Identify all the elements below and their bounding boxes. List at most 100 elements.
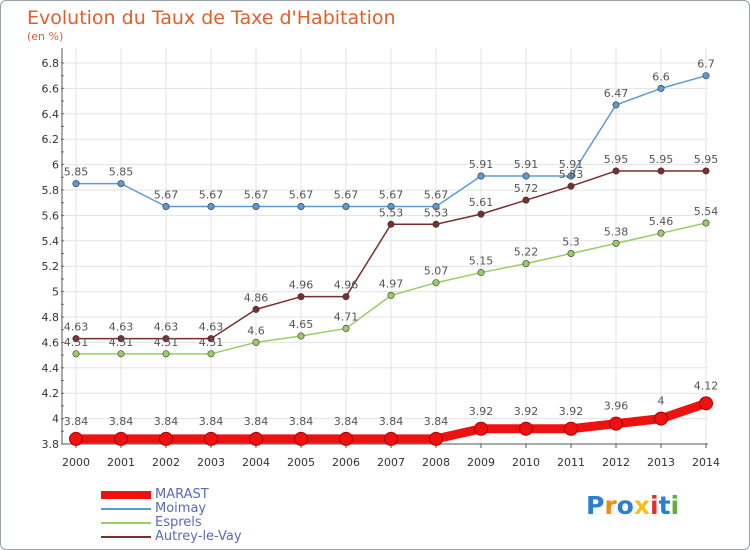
- x-tick-label: 2000: [62, 456, 90, 469]
- legend-swatch: [101, 536, 151, 538]
- x-tick-label: 2010: [512, 456, 540, 469]
- legend-swatch: [101, 491, 151, 499]
- data-point-esprels: [387, 291, 395, 299]
- data-point-autrey-le-vay: [297, 293, 305, 301]
- grid-lines: [62, 48, 708, 445]
- data-label-autrey-le-vay: 5.95: [604, 153, 629, 166]
- data-label-moimay: 5.67: [199, 189, 224, 202]
- data-label-esprels: 4.51: [199, 336, 224, 349]
- x-tick-label: 2004: [242, 456, 270, 469]
- data-point-moimay: [567, 172, 575, 180]
- data-point-esprels: [612, 239, 620, 247]
- data-point-autrey-le-vay: [207, 335, 215, 343]
- data-label-moimay: 5.91: [514, 158, 539, 171]
- data-label-moimay: 5.85: [109, 166, 134, 179]
- data-label-moimay: 5.67: [244, 189, 269, 202]
- data-point-autrey-le-vay: [72, 335, 80, 343]
- data-point-moimay: [612, 101, 620, 109]
- x-tick-label: 2001: [107, 456, 135, 469]
- data-label-moimay: 5.67: [379, 189, 404, 202]
- logo-letter: i: [650, 491, 659, 520]
- data-label-marast: 3.84: [289, 415, 314, 428]
- data-point-marast: [339, 431, 353, 446]
- data-label-moimay: 5.91: [559, 158, 584, 171]
- data-label-esprels: 5.22: [514, 246, 539, 259]
- data-label-moimay: 6.7: [697, 58, 715, 71]
- data-label-marast: 3.84: [64, 415, 89, 428]
- data-point-autrey-le-vay: [432, 220, 440, 228]
- data-point-marast: [519, 421, 533, 436]
- data-point-esprels: [297, 332, 305, 340]
- data-point-moimay: [522, 172, 530, 180]
- data-point-autrey-le-vay: [477, 210, 485, 218]
- data-point-esprels: [657, 229, 665, 237]
- data-point-moimay: [252, 203, 260, 211]
- data-point-moimay: [387, 203, 395, 211]
- y-tick-label: 6.8: [42, 57, 60, 70]
- legend-swatch: [101, 508, 151, 510]
- y-tick-label: 5.4: [42, 235, 60, 248]
- data-label-autrey-le-vay: 4.63: [154, 321, 179, 334]
- data-point-esprels: [252, 338, 260, 346]
- legend: MARAST Moimay Esprels Autrey-le-Vay: [101, 488, 242, 544]
- data-label-moimay: 5.67: [289, 189, 314, 202]
- y-tick-label: 5.6: [42, 209, 60, 222]
- data-point-marast: [159, 431, 173, 446]
- data-label-esprels: 4.71: [334, 310, 359, 323]
- y-tick-label: 5.2: [42, 260, 60, 273]
- y-tick-label: 6.6: [42, 82, 60, 95]
- data-label-autrey-le-vay: 4.86: [244, 291, 269, 304]
- data-point-esprels: [567, 250, 575, 258]
- series-group: [69, 72, 713, 446]
- logo-letter: x: [633, 491, 650, 520]
- data-point-moimay: [477, 172, 485, 180]
- data-label-marast: 3.84: [109, 415, 134, 428]
- data-label-moimay: 5.67: [334, 189, 359, 202]
- data-label-esprels: 5.38: [604, 225, 629, 238]
- data-label-esprels: 4.51: [109, 336, 134, 349]
- data-point-esprels: [477, 269, 485, 277]
- y-tick-label: 4.4: [42, 362, 60, 375]
- legend-item-marast: MARAST: [101, 488, 242, 502]
- x-tick-label: 2008: [422, 456, 450, 469]
- data-point-moimay: [207, 203, 215, 211]
- data-label-esprels: 5.07: [424, 265, 449, 278]
- data-point-esprels: [342, 324, 350, 332]
- legend-swatch: [101, 522, 151, 524]
- y-tick-label: 6: [52, 159, 59, 172]
- data-point-marast: [249, 431, 263, 446]
- data-label-moimay: 5.67: [424, 189, 449, 202]
- data-label-moimay: 6.6: [652, 70, 670, 83]
- legend-label: MARAST: [155, 487, 209, 502]
- data-point-marast: [294, 431, 308, 446]
- data-point-esprels: [432, 279, 440, 287]
- data-label-marast: 3.84: [244, 415, 269, 428]
- logo-letter: P: [586, 491, 605, 520]
- data-label-autrey-le-vay: 4.63: [199, 321, 224, 334]
- data-point-moimay: [657, 84, 665, 92]
- legend-item-autrey-le-vay: Autrey-le-Vay: [101, 530, 242, 544]
- data-point-moimay: [342, 203, 350, 211]
- data-point-autrey-le-vay: [162, 335, 170, 343]
- y-tick-label: 4.8: [42, 311, 60, 324]
- data-point-marast: [564, 421, 578, 436]
- logo-letter: r: [604, 491, 617, 520]
- data-label-marast: 3.84: [379, 415, 404, 428]
- data-label-marast: 4.12: [694, 379, 719, 392]
- data-point-esprels: [162, 350, 170, 358]
- data-label-marast: 4: [658, 395, 665, 408]
- y-tick-label: 5: [52, 286, 59, 299]
- x-tick-label: 2005: [287, 456, 315, 469]
- data-point-esprels: [72, 350, 80, 358]
- x-tick-label: 2002: [152, 456, 180, 469]
- y-tick-label: 4: [52, 413, 59, 426]
- legend-item-moimay: Moimay: [101, 502, 242, 516]
- data-label-autrey-le-vay: 5.83: [559, 168, 584, 181]
- data-label-marast: 3.96: [604, 400, 629, 413]
- proxiti-logo: Proxiti: [586, 491, 679, 520]
- data-label-autrey-le-vay: 5.72: [514, 182, 539, 195]
- data-point-moimay: [117, 180, 125, 188]
- y-tick-label: 6.2: [42, 133, 60, 146]
- data-label-autrey-le-vay: 5.53: [379, 206, 404, 219]
